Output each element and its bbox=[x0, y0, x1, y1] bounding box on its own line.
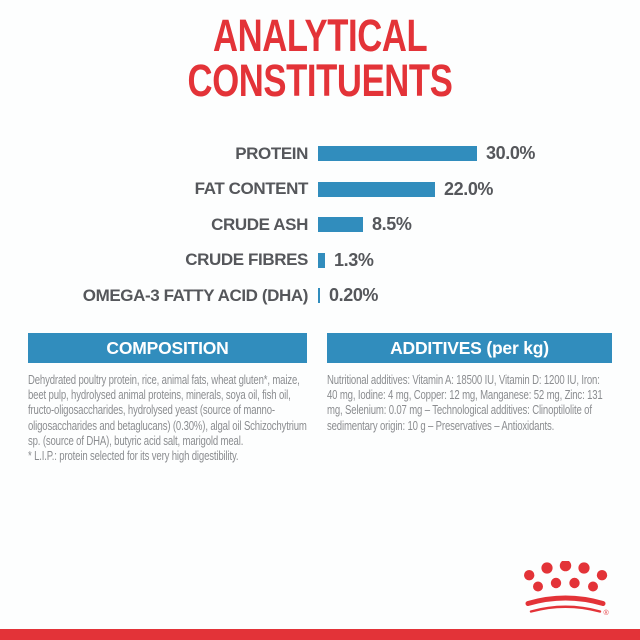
chart-value-label: 22.0% bbox=[444, 178, 494, 199]
composition-header: COMPOSITION bbox=[28, 333, 307, 363]
chart-value-label: 8.5% bbox=[372, 214, 412, 235]
composition-footnote: * L.I.P.: protein selected for its very … bbox=[28, 449, 239, 464]
composition-section: COMPOSITION Dehydrated poultry protein, … bbox=[28, 333, 307, 464]
registered-trademark-mark: ® bbox=[604, 609, 610, 617]
chart-category-label: CRUDE FIBRES bbox=[185, 250, 308, 270]
chart-value-label: 0.20% bbox=[329, 285, 379, 306]
chart-category-label: OMEGA-3 FATTY ACID (DHA) bbox=[82, 285, 309, 305]
chart-category-label: FAT CONTENT bbox=[194, 179, 309, 199]
chart-bar bbox=[318, 146, 477, 162]
composition-body: Dehydrated poultry protein, rice, animal… bbox=[28, 373, 307, 448]
additives-body-block: Nutritional additives: Vitamin A: 18500 … bbox=[327, 373, 612, 434]
chart-row: FAT CONTENT 22.0% bbox=[0, 172, 640, 208]
chart-value-label: 1.3% bbox=[334, 249, 374, 270]
chart-row: CRUDE ASH 8.5% bbox=[0, 207, 640, 243]
royal-canin-crown-icon: ® bbox=[524, 561, 610, 617]
chart-row: OMEGA-3 FATTY ACID (DHA) 0.20% bbox=[0, 278, 640, 314]
additives-header: ADDITIVES (per kg) bbox=[327, 333, 612, 363]
additives-body: Nutritional additives: Vitamin A: 18500 … bbox=[327, 373, 603, 433]
analytical-constituents-chart: PROTEIN 30.0% FAT CONTENT 22.0% CRUDE AS… bbox=[0, 136, 640, 314]
page-title: ANALYTICAL CONSTITUENTS bbox=[0, 13, 640, 103]
chart-category-label: CRUDE ASH bbox=[211, 214, 308, 234]
additives-section: ADDITIVES (per kg) Nutritional additives… bbox=[327, 333, 612, 434]
brand-red-bar bbox=[0, 629, 640, 640]
chart-category-label: PROTEIN bbox=[235, 143, 308, 163]
chart-row: CRUDE FIBRES 1.3% bbox=[0, 243, 640, 279]
chart-value-label: 30.0% bbox=[486, 143, 536, 164]
composition-body-block: Dehydrated poultry protein, rice, animal… bbox=[28, 373, 307, 464]
chart-bar bbox=[318, 288, 320, 304]
title-line-1: ANALYTICAL bbox=[212, 10, 428, 61]
chart-bar bbox=[318, 217, 363, 233]
chart-bar bbox=[318, 181, 435, 197]
chart-bar bbox=[318, 252, 325, 268]
title-line-2: CONSTITUENTS bbox=[187, 55, 453, 106]
chart-row: PROTEIN 30.0% bbox=[0, 136, 640, 172]
